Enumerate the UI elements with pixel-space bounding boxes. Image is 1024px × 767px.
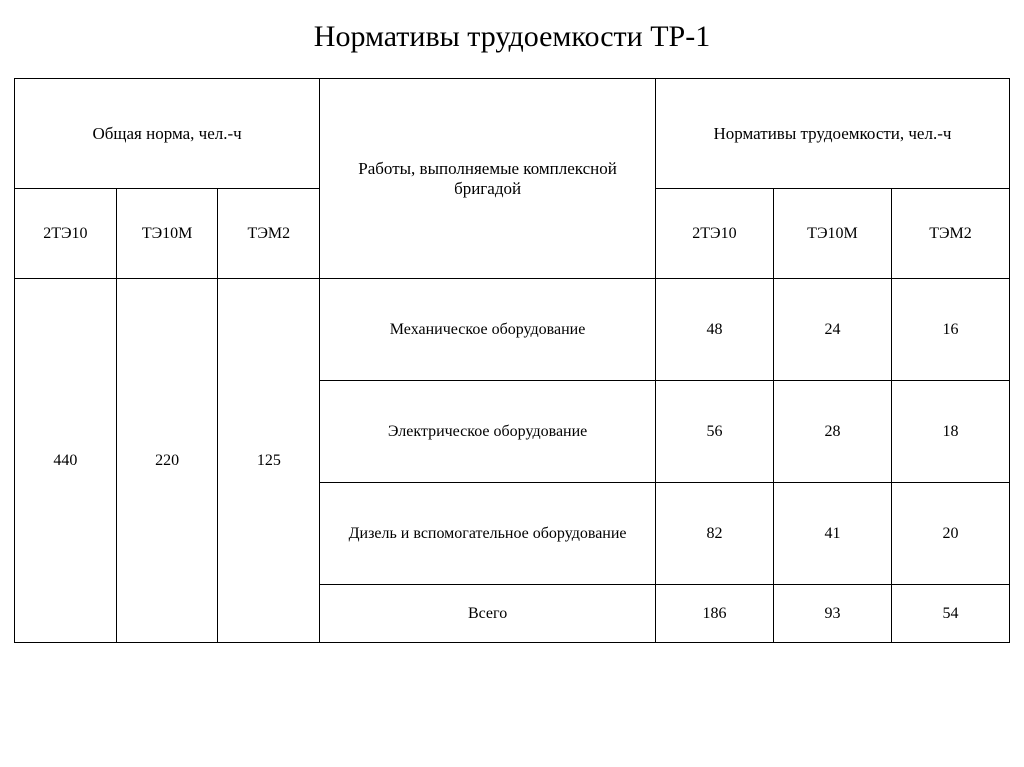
total-left-2: 220	[116, 279, 218, 643]
cell-value: 93	[773, 585, 891, 643]
subheader-right-3: ТЭМ2	[891, 189, 1009, 279]
page-title: Нормативы трудоемкости ТР-1	[14, 20, 1010, 54]
cell-value: 186	[655, 585, 773, 643]
header-labor-standards: Нормативы трудоемкости, чел.-ч	[655, 79, 1009, 189]
table-row: 440 220 125 Механическое оборудование 48…	[15, 279, 1010, 381]
work-label: Механическое оборудование	[320, 279, 656, 381]
subheader-right-1: 2ТЭ10	[655, 189, 773, 279]
header-works: Работы, выполняемые комплексной бригадой	[320, 79, 656, 279]
cell-value: 18	[891, 381, 1009, 483]
total-left-1: 440	[15, 279, 117, 643]
cell-value: 16	[891, 279, 1009, 381]
work-label: Электрическое оборудование	[320, 381, 656, 483]
subheader-left-1: 2ТЭ10	[15, 189, 117, 279]
work-label-total: Всего	[320, 585, 656, 643]
cell-value: 56	[655, 381, 773, 483]
total-left-3: 125	[218, 279, 320, 643]
subheader-left-3: ТЭМ2	[218, 189, 320, 279]
cell-value: 82	[655, 483, 773, 585]
header-total-norm: Общая норма, чел.-ч	[15, 79, 320, 189]
work-label: Дизель и вспомогательное оборудование	[320, 483, 656, 585]
labor-standards-table: Общая норма, чел.-ч Работы, выполняемые …	[14, 78, 1010, 643]
cell-value: 41	[773, 483, 891, 585]
cell-value: 54	[891, 585, 1009, 643]
subheader-right-2: ТЭ10М	[773, 189, 891, 279]
subheader-left-2: ТЭ10М	[116, 189, 218, 279]
cell-value: 28	[773, 381, 891, 483]
cell-value: 24	[773, 279, 891, 381]
cell-value: 20	[891, 483, 1009, 585]
cell-value: 48	[655, 279, 773, 381]
